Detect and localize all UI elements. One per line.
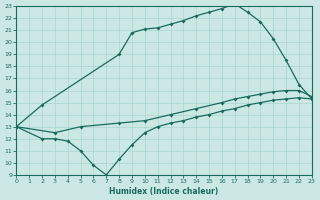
X-axis label: Humidex (Indice chaleur): Humidex (Indice chaleur): [109, 187, 219, 196]
